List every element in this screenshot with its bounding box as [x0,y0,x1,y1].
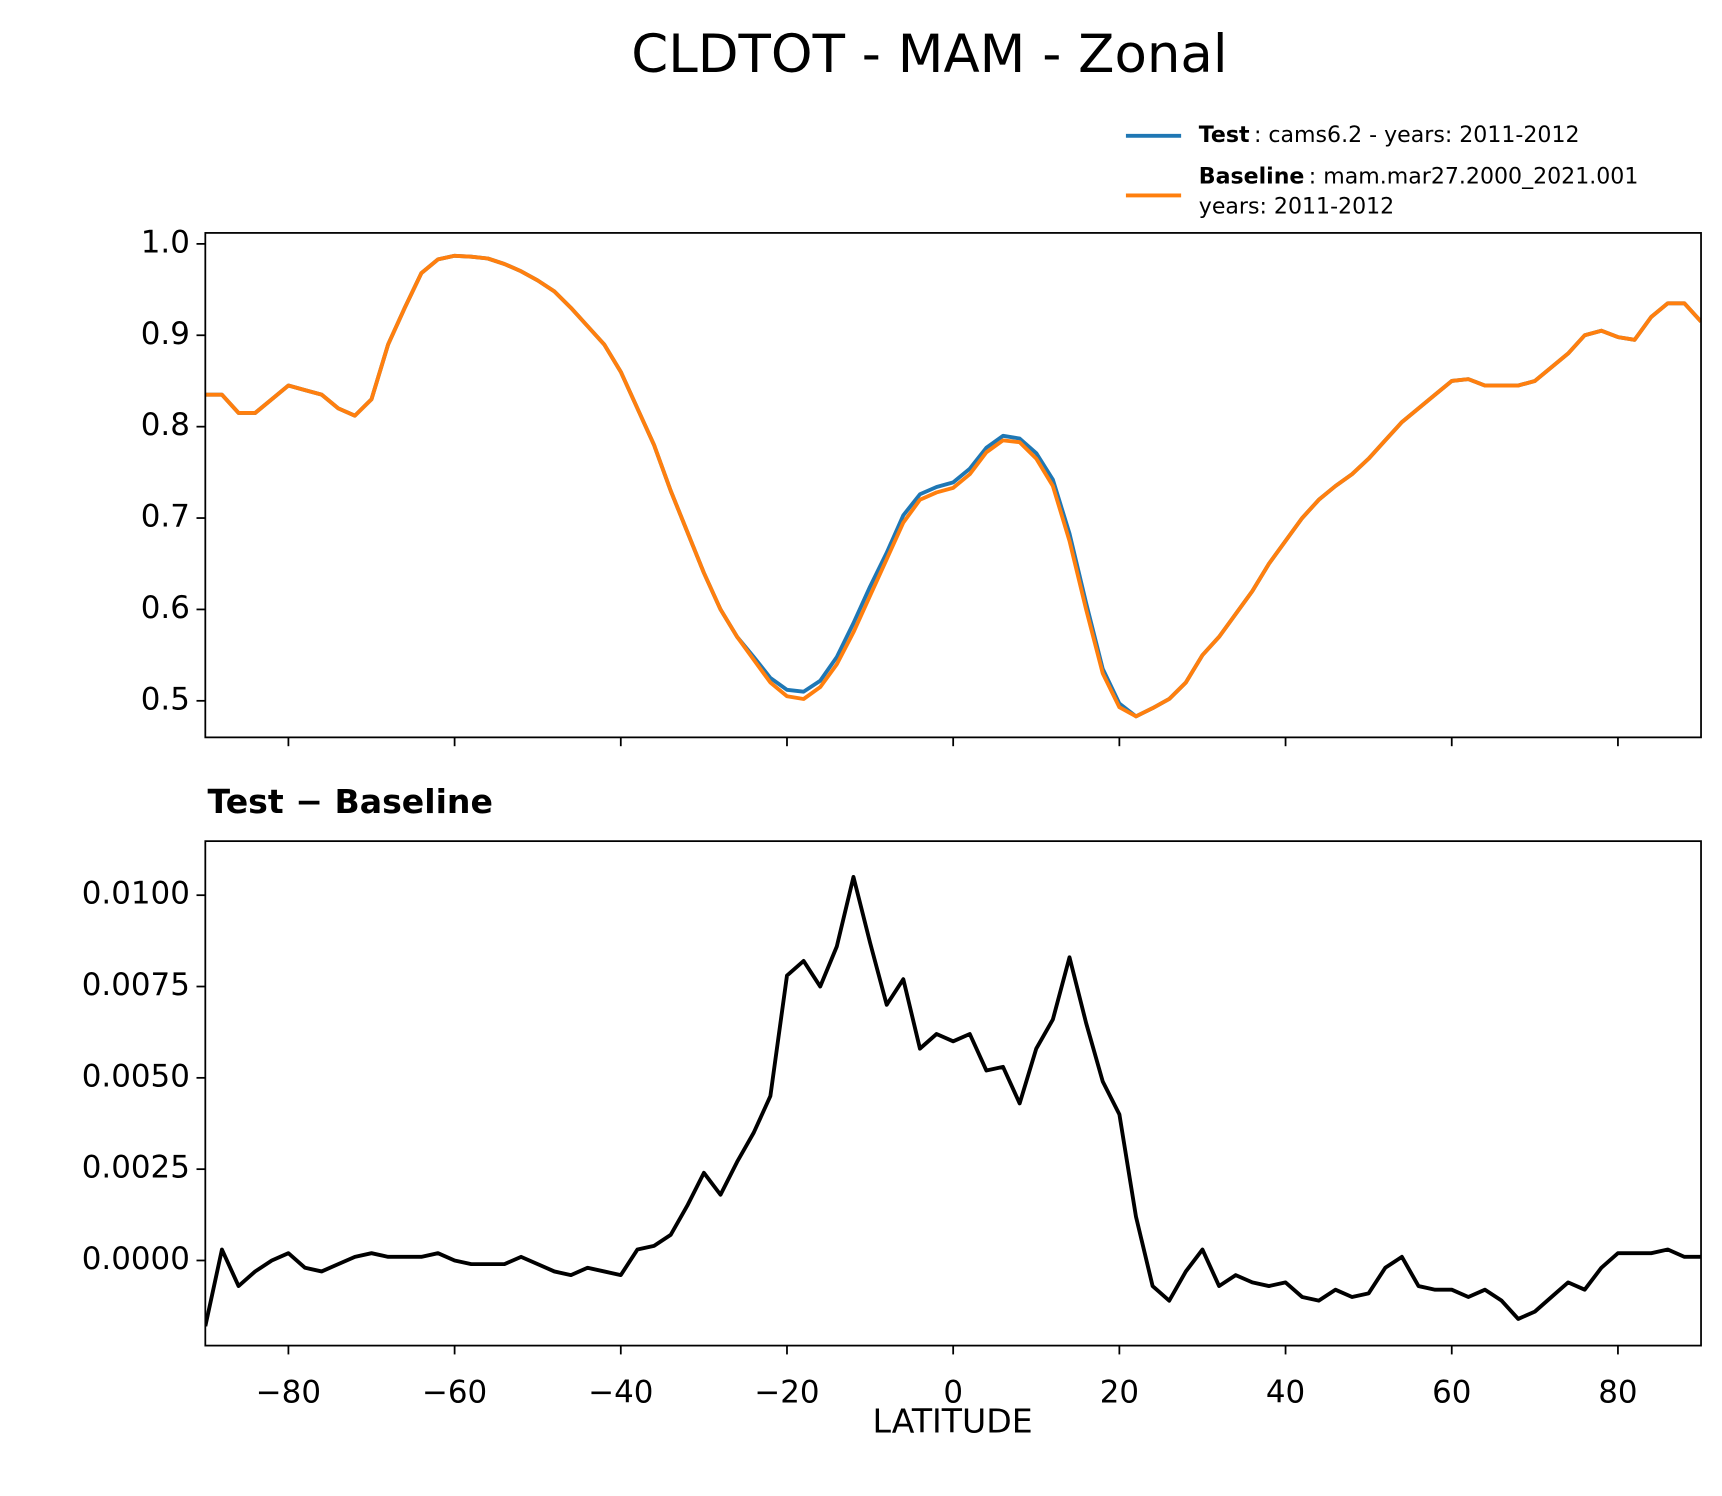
x-tick-label: −60 [422,1375,487,1411]
legend-detail: : cams6.2 - years: 2011-2012 [1254,123,1580,148]
x-tick-label: 40 [1266,1375,1305,1411]
panel-title: Test − Baseline [208,782,493,821]
y-tick-label: 0.5 [141,681,190,717]
y-tick-label: 0.0050 [82,1058,190,1094]
x-tick-label: −40 [588,1375,653,1411]
y-tick-label: 0.0025 [82,1150,190,1186]
y-tick-label: 1.0 [141,224,190,260]
x-tick-label: −20 [754,1375,819,1411]
legend-detail: years: 2011-2012 [1199,195,1394,220]
x-tick-label: 20 [1100,1375,1139,1411]
data-line [205,874,1702,1327]
y-tick-label: 0.8 [141,407,190,443]
x-tick-label: 60 [1432,1375,1471,1411]
x-tick-label: −80 [256,1375,321,1411]
y-tick-label: 0.0100 [82,876,190,912]
chart-title: CLDTOT - MAM - Zonal [631,24,1227,85]
plot-frame [204,840,1702,1347]
x-tick-label: 80 [1598,1375,1637,1411]
data-line [205,253,1702,719]
x-axis-label: LATITUDE [873,1401,1033,1440]
y-tick-label: 0.6 [141,590,190,626]
y-tick-label: 0.7 [141,499,190,535]
legend-name: Baseline [1199,165,1305,190]
legend-label: Test: cams6.2 - years: 2011-2012 [1199,123,1580,148]
legend-label: Baseline: mam.mar27.2000_2021.001 [1199,165,1639,190]
y-tick-label: 0.0000 [82,1241,190,1277]
canvas: CLDTOT - MAM - Zonal Test − Baseline LAT… [82,24,1702,1440]
plot-frame [204,232,1702,739]
legend-detail: : mam.mar27.2000_2021.001 [1309,165,1639,190]
legend-name: Test [1199,123,1250,148]
x-tick-label: 0 [943,1375,963,1411]
y-tick-label: 0.9 [141,316,190,352]
y-tick-label: 0.0075 [82,967,190,1003]
